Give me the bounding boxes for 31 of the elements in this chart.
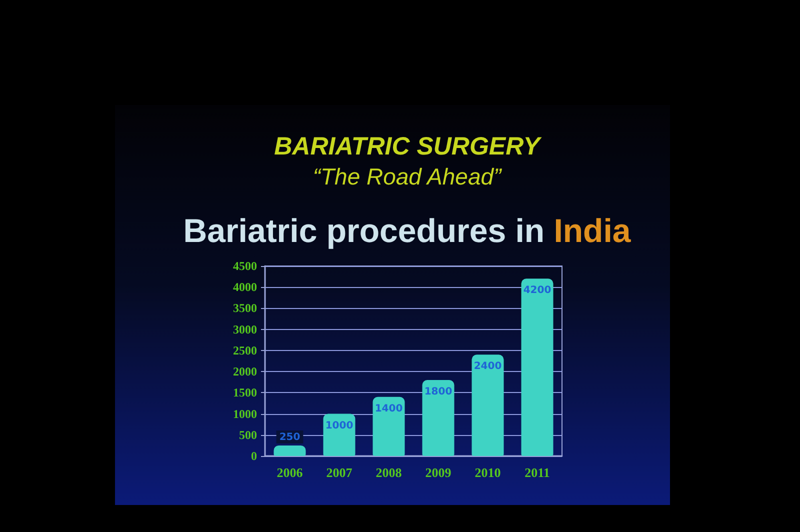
y-tick-label: 0: [251, 449, 257, 463]
y-tick-label: 4000: [233, 280, 257, 294]
data-label: 1000: [325, 420, 354, 432]
bar: [372, 396, 405, 456]
y-tick-label: 3000: [233, 322, 257, 336]
data-label: 1400: [374, 403, 403, 414]
y-tick-label: 1000: [233, 406, 257, 421]
y-tick-label: 4500: [233, 259, 257, 273]
y-tick-label: 3500: [233, 301, 257, 316]
data-label: 250: [279, 432, 300, 443]
y-tick-label: 2500: [233, 343, 257, 358]
y-tick-label: 1500: [233, 386, 257, 400]
bar: [521, 278, 554, 456]
y-tick-label: 2000: [233, 364, 257, 379]
chart-title: BARIATRIC SURGERY: [274, 132, 542, 160]
bar: [323, 414, 356, 456]
x-tick-label: 2006: [276, 465, 304, 480]
x-tick-label: 2011: [524, 465, 550, 480]
x-tick-label: 2007: [326, 465, 353, 480]
data-label: 1800: [424, 386, 452, 398]
x-tick-label: 2008: [376, 465, 402, 480]
data-label: 4200: [523, 285, 552, 296]
x-tick-label: 2010: [474, 465, 501, 480]
data-label: 2400: [474, 361, 502, 372]
bar: [422, 380, 454, 456]
y-tick-label: 500: [239, 428, 257, 442]
bar: [274, 445, 306, 456]
text: Bariatric procedures in India: [183, 212, 632, 249]
x-tick-label: 2009: [425, 465, 452, 480]
chart-subtitle: “The Road Ahead”: [312, 164, 503, 190]
bar: [472, 354, 504, 456]
